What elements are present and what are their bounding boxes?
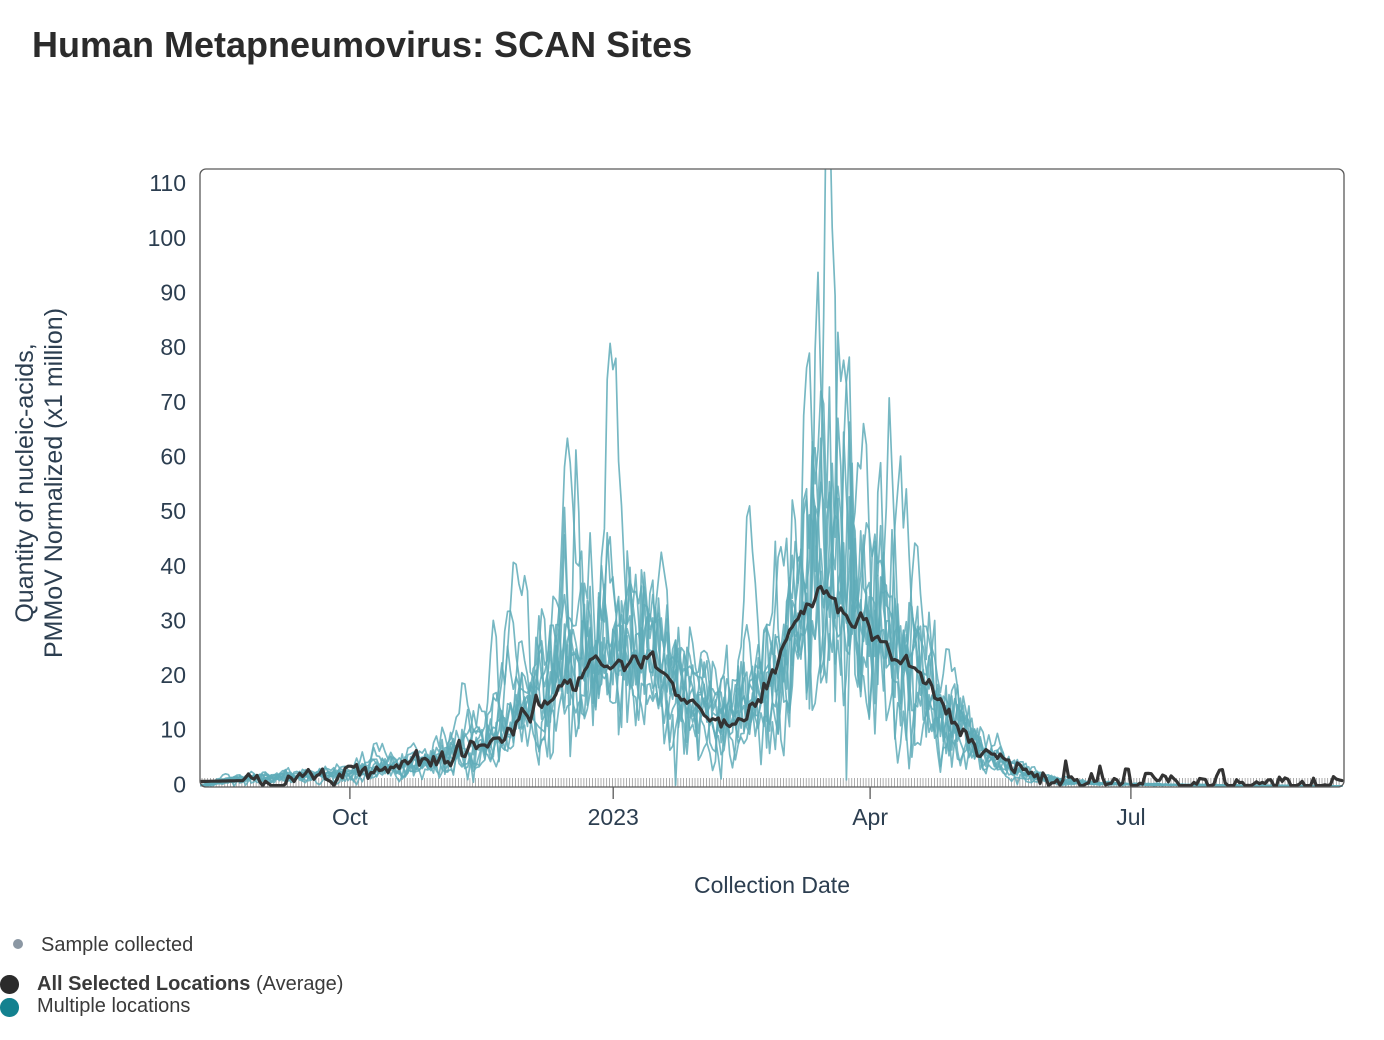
svg-text:50: 50	[160, 498, 186, 524]
svg-text:Oct: Oct	[332, 804, 368, 830]
svg-text:80: 80	[160, 334, 186, 360]
svg-text:20: 20	[160, 662, 186, 688]
svg-text:110: 110	[149, 170, 186, 196]
svg-text:Jul: Jul	[1116, 804, 1145, 830]
svg-text:10: 10	[160, 717, 186, 743]
svg-text:90: 90	[160, 280, 186, 306]
svg-text:30: 30	[160, 607, 186, 633]
svg-text:2023: 2023	[588, 804, 639, 830]
svg-text:70: 70	[160, 389, 186, 415]
svg-text:60: 60	[160, 444, 186, 470]
svg-text:100: 100	[148, 225, 186, 251]
svg-text:40: 40	[160, 553, 186, 579]
svg-text:Apr: Apr	[852, 804, 888, 830]
svg-text:0: 0	[173, 771, 186, 797]
